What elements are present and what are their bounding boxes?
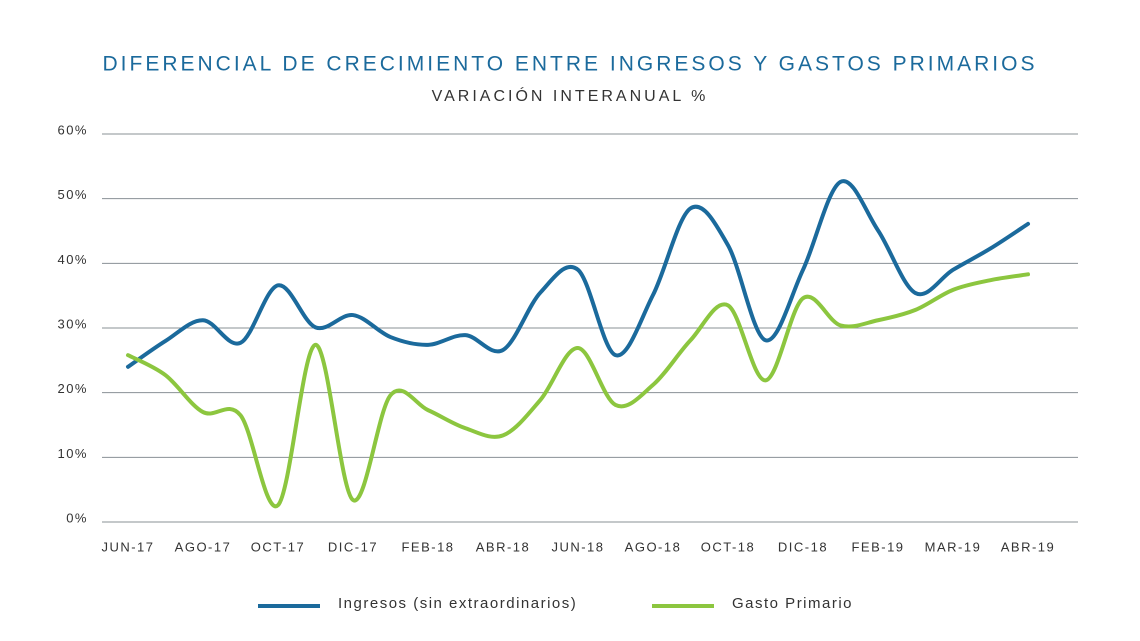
chart-title: DIFERENCIAL DE CRECIMIENTO ENTRE INGRESO… <box>103 53 1038 76</box>
x-tick-label: DIC-18 <box>778 539 828 554</box>
x-tick-label: OCT-18 <box>701 539 756 554</box>
y-tick-label: 40% <box>57 252 88 267</box>
y-tick-label: 30% <box>57 316 88 331</box>
chart-subtitle: VARIACIÓN INTERANUAL % <box>432 86 709 105</box>
x-tick-label: AGO-18 <box>625 539 682 554</box>
series-line <box>126 179 1030 369</box>
x-tick-label: DIC-17 <box>328 539 378 554</box>
x-tick-label: JUN-17 <box>101 539 154 554</box>
y-tick-label: 50% <box>57 187 88 202</box>
x-tick-label: AGO-17 <box>175 539 232 554</box>
x-tick-label: FEB-19 <box>851 539 904 554</box>
x-tick-label: FEB-18 <box>401 539 454 554</box>
x-tick-label: JUN-18 <box>551 539 604 554</box>
y-tick-label: 10% <box>57 446 88 461</box>
legend-label: Gasto Primario <box>732 595 853 612</box>
y-tick-label: 0% <box>66 510 88 525</box>
x-tick-label: OCT-17 <box>251 539 306 554</box>
legend-label: Ingresos (sin extraordinarios) <box>338 595 577 612</box>
y-tick-label: 20% <box>57 381 88 396</box>
x-tick-label: ABR-19 <box>1001 539 1056 554</box>
x-tick-label: MAR-19 <box>925 539 982 554</box>
y-tick-label: 60% <box>57 122 88 137</box>
series-line <box>126 272 1030 509</box>
x-tick-label: ABR-18 <box>476 539 531 554</box>
